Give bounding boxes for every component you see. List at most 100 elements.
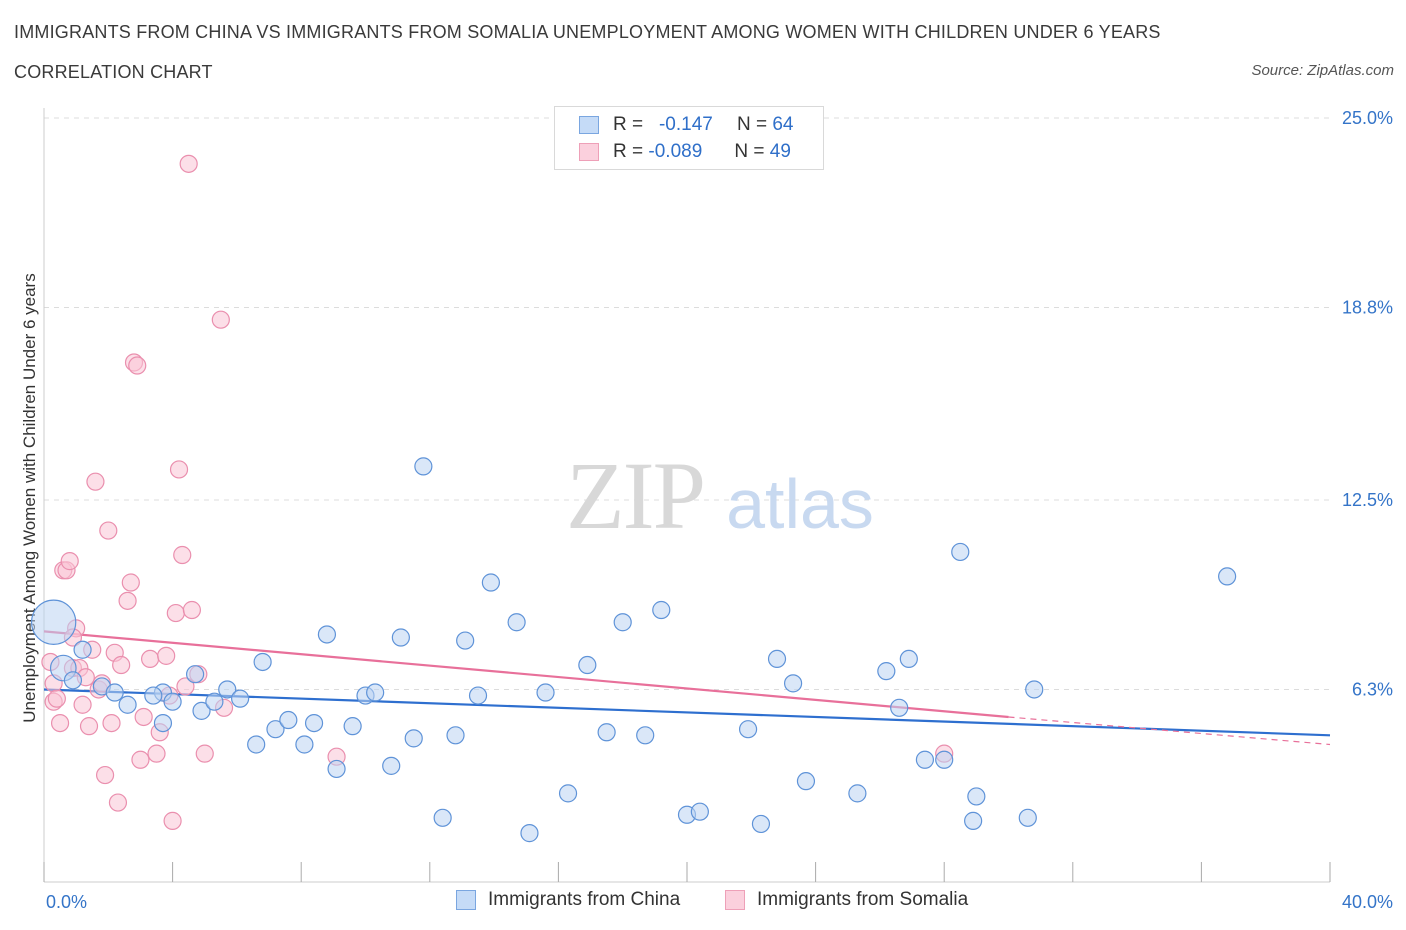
somalia-point-20 (108, 793, 128, 812)
china-point-0 (30, 599, 77, 645)
china-point-62 (1218, 567, 1237, 586)
somalia-point-26 (131, 750, 150, 769)
china-point-54 (899, 649, 918, 669)
somalia-point-32 (163, 811, 182, 830)
somalia-legend-label: Immigrants from Somalia (757, 889, 969, 910)
legend-n-label: N = (736, 114, 768, 135)
china-point-12 (205, 692, 224, 711)
china-point-59 (967, 787, 986, 806)
china-point-63 (63, 671, 83, 690)
china-point-46 (738, 720, 758, 739)
somalia-legend-swatch (725, 890, 745, 910)
stats-legend: R = -0.147 N = 64 R = -0.089 N = 49 (554, 106, 824, 170)
y-tick-label-2: 18.8% (1342, 297, 1393, 317)
china-point-13 (218, 680, 237, 699)
somalia-point-29 (147, 744, 166, 763)
somalia-point-13 (79, 717, 99, 736)
china-point-11 (192, 701, 211, 720)
y-tick-label-3: 25.0% (1342, 108, 1393, 128)
watermark-zip: ZIP (566, 442, 704, 549)
china-point-35 (507, 613, 526, 632)
china-point-51 (848, 784, 867, 803)
somalia-point-11 (73, 695, 92, 714)
china-point-42 (636, 726, 655, 745)
x-tick-label-max: 40.0% (1342, 892, 1393, 912)
china-point-21 (317, 625, 337, 644)
somalia-point-17 (95, 765, 115, 785)
china-point-10 (186, 665, 205, 684)
trend-lines (43, 630, 1331, 746)
china-point-33 (468, 686, 488, 705)
somalia-point-34 (169, 460, 189, 479)
somalia-point-23 (121, 573, 140, 592)
legend-r-label: R = (613, 141, 644, 162)
china-point-29 (414, 457, 433, 476)
y-tick-label-0: 6.3% (1352, 679, 1393, 699)
china-point-41 (613, 613, 632, 632)
china-point-16 (253, 652, 272, 672)
china-point-17 (266, 720, 285, 739)
tick-labels: 6.3% 12.5% 18.8% 25.0% 0.0% 40.0% (46, 108, 1393, 912)
china-point-31 (446, 726, 465, 745)
somalia-point-33 (166, 603, 185, 623)
china-point-18 (279, 710, 298, 730)
legend-row-china: R = -0.147 N = 64 (579, 113, 793, 137)
china-point-56 (935, 750, 954, 769)
china-point-26 (382, 756, 401, 775)
somalia-point-35 (173, 545, 192, 565)
china-point-4 (105, 683, 124, 702)
china-point-39 (578, 655, 597, 675)
somalia-r-value: -0.089 (648, 141, 703, 162)
chart-subtitle: CORRELATION CHART (14, 62, 213, 82)
somalia-point-14 (86, 472, 105, 491)
china-point-14 (231, 689, 250, 708)
china-point-23 (343, 717, 362, 736)
china-point-50 (796, 772, 816, 791)
china-r-value: -0.147 (658, 114, 713, 135)
china-point-25 (366, 683, 385, 702)
y-tick-label-1: 12.5% (1342, 490, 1393, 510)
china-point-61 (1025, 680, 1044, 699)
china-point-8 (153, 713, 173, 733)
somalia-point-25 (128, 356, 147, 375)
somalia-point-21 (112, 655, 131, 675)
somalia-swatch (579, 143, 599, 161)
china-point-45 (690, 802, 709, 821)
china-point-5 (118, 695, 137, 714)
somalia-point-27 (134, 707, 153, 727)
watermark: ZIP atlas (566, 442, 874, 549)
china-point-58 (964, 811, 983, 830)
x-tick-label-min: 0.0% (46, 892, 87, 912)
china-trend-line (43, 688, 1331, 737)
somalia-n-value: 49 (769, 141, 791, 162)
chart-title: IMMIGRANTS FROM CHINA VS IMMIGRANTS FROM… (14, 22, 1161, 42)
china-point-15 (247, 735, 266, 754)
somalia-trend-line (43, 630, 1009, 719)
legend-row-somalia: R = -0.089 N = 49 (579, 140, 791, 164)
somalia-point-36 (176, 677, 195, 696)
china-point-53 (890, 698, 909, 717)
somalia-point-38 (182, 600, 201, 620)
china-point-7 (144, 686, 163, 705)
china-point-38 (558, 784, 578, 803)
somalia-point-18 (99, 521, 118, 540)
china-point-60 (1018, 808, 1037, 827)
china-point-43 (652, 600, 671, 620)
china-point-52 (877, 662, 896, 681)
series-legend: Immigrants from China Immigrants from So… (0, 889, 1406, 915)
somalia-point-7 (60, 552, 79, 571)
china-point-57 (951, 542, 970, 562)
somalia-point-22 (118, 591, 137, 610)
china-points (30, 457, 1237, 843)
somalia-point-40 (195, 744, 214, 763)
grid-lines (44, 117, 1330, 690)
china-point-27 (391, 628, 410, 647)
somalia-point-31 (157, 646, 176, 665)
legend-item-china: Immigrants from China (456, 889, 680, 911)
watermark-atlas: atlas (726, 465, 874, 543)
china-point-9 (163, 692, 182, 711)
china-point-20 (304, 713, 324, 733)
source-label: Source: ZipAtlas.com (1251, 62, 1394, 79)
china-swatch (579, 116, 599, 134)
